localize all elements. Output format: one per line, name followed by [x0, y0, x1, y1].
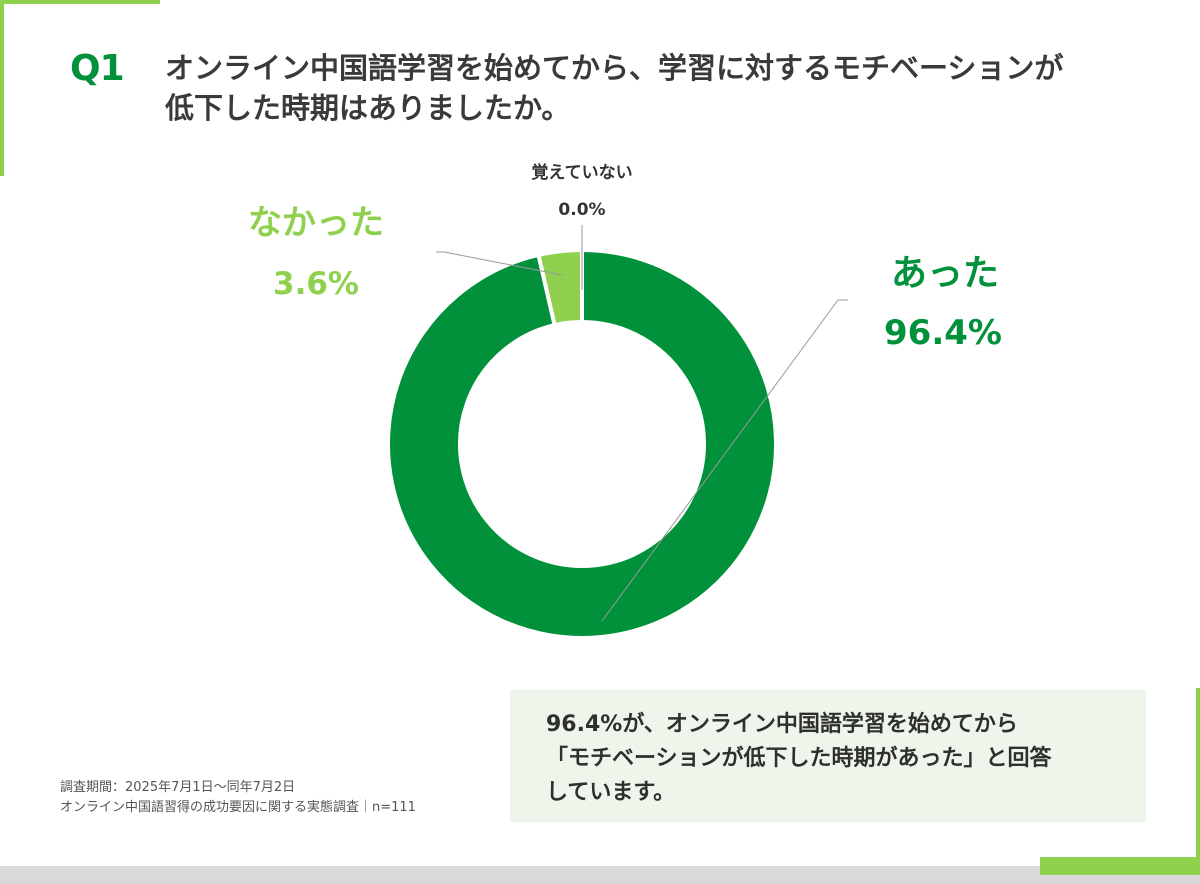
frame-accent-top — [0, 0, 160, 4]
footer-bar — [0, 866, 1200, 884]
summary-line-3: しています。 — [546, 780, 676, 805]
slice-atta — [386, 247, 778, 640]
leader-lines — [436, 225, 848, 622]
summary-text: 96.4%が、オンライン中国語学習を始めてから 「モチベーションが低下した時期が… — [546, 708, 1136, 810]
slice-nakatta — [536, 247, 584, 328]
frame-accent-right — [1196, 688, 1200, 884]
donut-slices — [386, 247, 778, 640]
summary-box: 96.4%が、オンライン中国語学習を始めてから 「モチベーションが低下した時期が… — [510, 690, 1146, 822]
summary-line-2: 「モチベーションが低下した時期があった」と回答 — [546, 746, 1052, 771]
label-atta-value: 96.4% — [884, 313, 1002, 353]
leader-nakatta — [443, 251, 563, 276]
label-nakatta-category: なかった — [248, 203, 384, 243]
question-line-2: 低下した時期はありましたか。 — [165, 91, 571, 125]
question-number: Q1 — [70, 48, 125, 89]
question-text: オンライン中国語学習を始めてから、学習に対するモチベーションが 低下した時期はあ… — [165, 48, 1125, 128]
label-oboeteinai-category: 覚えていない — [531, 162, 632, 183]
survey-period: 調査期間：2025年7月1日〜同年7月2日 — [60, 780, 296, 795]
survey-name: オンライン中国語習得の成功要因に関する実態調査｜n=111 — [60, 800, 416, 815]
label-atta-category: あった — [891, 253, 999, 294]
label-nakatta-value: 3.6% — [273, 266, 359, 302]
question-line-1: オンライン中国語学習を始めてから、学習に対するモチベーションが — [165, 51, 1064, 85]
label-oboeteinai-value: 0.0% — [558, 200, 605, 220]
survey-source: 調査期間：2025年7月1日〜同年7月2日 オンライン中国語習得の成功要因に関す… — [60, 778, 416, 818]
leader-atta — [601, 299, 839, 622]
frame-accent-left — [0, 0, 4, 176]
summary-line-1: 96.4%が、オンライン中国語学習を始めてから — [546, 712, 1018, 737]
footer-accent — [1040, 857, 1200, 875]
